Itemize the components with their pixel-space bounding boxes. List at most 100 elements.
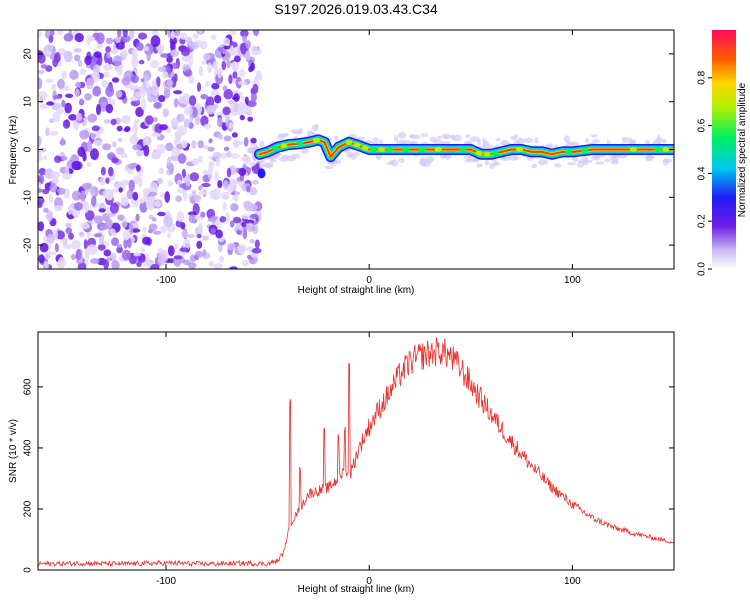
noise-blob (157, 211, 166, 217)
noise-blob (153, 150, 162, 159)
ridge-halo-blob (662, 159, 669, 166)
ridge-bead (377, 147, 385, 152)
noise-blob (149, 263, 160, 269)
noise-blob (152, 217, 157, 222)
noise-blob (148, 191, 158, 197)
noise-blob (143, 144, 150, 157)
noise-blob (226, 60, 231, 68)
noise-blob (230, 101, 235, 114)
ridge-halo-blob (441, 133, 451, 140)
noise-blob (134, 91, 142, 98)
noise-blob (181, 168, 186, 178)
ridge-halo-blob (481, 138, 487, 143)
noise-blob (54, 205, 63, 212)
ridge-bead (654, 147, 662, 152)
noise-blob (194, 250, 203, 258)
noise-blob (230, 153, 240, 159)
ridge-halo-blob (470, 136, 480, 143)
noise-blob (54, 52, 61, 63)
noise-blob (86, 77, 94, 90)
noise-blob (121, 49, 128, 58)
noise-blob (103, 259, 109, 269)
noise-blob (106, 190, 114, 201)
noise-blob (227, 100, 235, 105)
snr-xtick-label: 0 (366, 576, 372, 587)
noise-blob (222, 85, 228, 91)
noise-blob (57, 30, 64, 36)
noise-blob (151, 132, 161, 138)
ridge-halo-blob (586, 159, 593, 163)
noise-blob (99, 176, 106, 186)
noise-blob (38, 77, 43, 90)
noise-blob (67, 205, 73, 216)
noise-blob (111, 260, 120, 269)
noise-blob (100, 166, 106, 176)
ridge-halo-blob (538, 159, 548, 166)
noise-blob (138, 59, 145, 65)
noise-blob (92, 140, 103, 146)
noise-blob (101, 79, 108, 88)
noise-blob (184, 106, 193, 116)
noise-blob (207, 146, 215, 152)
noise-blob (219, 255, 224, 263)
noise-blob (140, 98, 147, 111)
noise-blob (75, 88, 80, 98)
noise-blob (155, 76, 161, 88)
noise-blob (106, 51, 111, 59)
noise-blob (43, 260, 49, 269)
noise-blob (246, 222, 254, 233)
noise-blob (142, 188, 151, 196)
noise-blob (241, 96, 246, 101)
ridge-halo-blob (391, 159, 399, 167)
noise-blob (51, 171, 60, 180)
ridge-halo-blob (591, 155, 601, 161)
noise-blob (176, 211, 185, 223)
noise-blob (221, 60, 227, 71)
noise-blob (130, 74, 139, 84)
noise-blob (191, 140, 197, 149)
noise-blob (117, 137, 123, 143)
noise-blob (185, 180, 191, 187)
noise-blob (38, 155, 44, 162)
noise-blob (120, 195, 129, 207)
noise-blob (210, 194, 220, 200)
ridge-halo-blob (662, 139, 667, 144)
ridge-halo-blob (510, 136, 516, 140)
noise-blob (149, 182, 159, 194)
spectrogram-xtick-label: 100 (564, 275, 581, 286)
ridge-halo-blob (378, 139, 384, 145)
noise-blob (232, 61, 239, 71)
snr-xtick-label: -100 (156, 576, 176, 587)
noise-blob (167, 180, 173, 187)
ridge-halo-blob (397, 132, 407, 139)
noise-blob (63, 50, 73, 63)
noise-blob (133, 119, 140, 124)
noise-blob (177, 153, 187, 164)
noise-blob (167, 232, 171, 239)
spectrogram-ylabel: Frequency (Hz) (8, 116, 19, 185)
noise-blob (223, 146, 230, 152)
noise-blob (77, 59, 83, 67)
noise-blob (236, 229, 243, 235)
noise-blob (90, 258, 100, 264)
noise-blob (65, 227, 72, 235)
noise-blob (248, 66, 254, 73)
noise-blob (105, 103, 114, 114)
noise-blob (169, 36, 178, 45)
noise-blob (191, 158, 200, 166)
noise-blob (210, 215, 219, 220)
ridge-halo-blob (523, 137, 534, 143)
ridge-halo-blob (452, 134, 462, 142)
noise-blob (142, 236, 151, 245)
noise-blob (109, 228, 116, 235)
noise-blob (84, 55, 92, 66)
noise-blob (157, 66, 167, 73)
noise-blob (103, 119, 111, 124)
ridge-halo-blob (259, 140, 265, 148)
noise-blob (121, 179, 130, 186)
noise-blob (209, 190, 217, 196)
noise-blob (107, 97, 113, 103)
spectrogram-noise (38, 30, 263, 269)
spectrogram-xtick-label: -100 (156, 275, 176, 286)
